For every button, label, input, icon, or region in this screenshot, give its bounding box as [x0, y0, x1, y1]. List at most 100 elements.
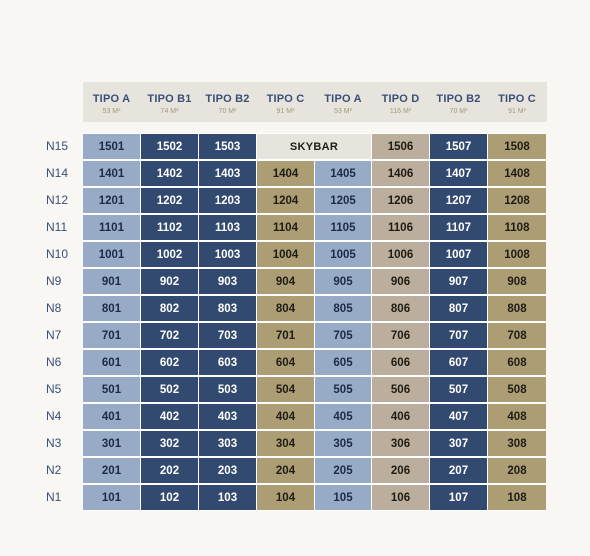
- unit-cell[interactable]: 1401: [83, 161, 140, 186]
- unit-cell[interactable]: 1406: [372, 161, 429, 186]
- unit-cell[interactable]: 1008: [488, 242, 546, 267]
- unit-cell[interactable]: 1204: [257, 188, 314, 213]
- unit-cell[interactable]: 702: [141, 323, 198, 348]
- unit-cell[interactable]: 901: [83, 269, 140, 294]
- unit-cell[interactable]: 303: [199, 431, 256, 456]
- unit-cell[interactable]: 1408: [488, 161, 546, 186]
- unit-cell[interactable]: 701: [257, 323, 314, 348]
- unit-cell[interactable]: 1007: [430, 242, 487, 267]
- unit-cell[interactable]: 305: [315, 431, 371, 456]
- unit-cell[interactable]: 1501: [83, 134, 140, 159]
- unit-cell[interactable]: 304: [257, 431, 314, 456]
- unit-cell[interactable]: 705: [315, 323, 371, 348]
- unit-cell[interactable]: 706: [372, 323, 429, 348]
- unit-cell[interactable]: 1203: [199, 188, 256, 213]
- unit-cell[interactable]: 408: [488, 404, 546, 429]
- unit-cell[interactable]: 805: [315, 296, 371, 321]
- unit-cell[interactable]: 502: [141, 377, 198, 402]
- unit-cell[interactable]: 1105: [315, 215, 371, 240]
- unit-cell[interactable]: 904: [257, 269, 314, 294]
- unit-cell[interactable]: 301: [83, 431, 140, 456]
- unit-cell[interactable]: 1004: [257, 242, 314, 267]
- unit-cell[interactable]: 1102: [141, 215, 198, 240]
- unit-cell[interactable]: 801: [83, 296, 140, 321]
- unit-cell[interactable]: 1407: [430, 161, 487, 186]
- unit-cell[interactable]: 602: [141, 350, 198, 375]
- unit-cell[interactable]: 108: [488, 485, 546, 510]
- unit-cell[interactable]: 603: [199, 350, 256, 375]
- unit-cell[interactable]: 905: [315, 269, 371, 294]
- unit-cell[interactable]: 608: [488, 350, 546, 375]
- unit-cell[interactable]: 908: [488, 269, 546, 294]
- unit-cell[interactable]: 1201: [83, 188, 140, 213]
- unit-cell[interactable]: 1508: [488, 134, 546, 159]
- unit-cell[interactable]: 1502: [141, 134, 198, 159]
- unit-cell[interactable]: 103: [199, 485, 256, 510]
- unit-cell[interactable]: 1207: [430, 188, 487, 213]
- unit-cell[interactable]: 1006: [372, 242, 429, 267]
- unit-cell[interactable]: 1208: [488, 188, 546, 213]
- unit-cell[interactable]: 803: [199, 296, 256, 321]
- unit-cell[interactable]: 104: [257, 485, 314, 510]
- unit-cell[interactable]: 107: [430, 485, 487, 510]
- unit-cell[interactable]: 205: [315, 458, 371, 483]
- unit-cell[interactable]: 402: [141, 404, 198, 429]
- unit-cell[interactable]: 505: [315, 377, 371, 402]
- unit-cell[interactable]: 903: [199, 269, 256, 294]
- unit-cell[interactable]: 1101: [83, 215, 140, 240]
- unit-cell[interactable]: 101: [83, 485, 140, 510]
- unit-cell[interactable]: 501: [83, 377, 140, 402]
- unit-cell[interactable]: 203: [199, 458, 256, 483]
- unit-cell[interactable]: 404: [257, 404, 314, 429]
- unit-cell[interactable]: 1103: [199, 215, 256, 240]
- unit-cell[interactable]: 1202: [141, 188, 198, 213]
- unit-cell[interactable]: 607: [430, 350, 487, 375]
- unit-cell[interactable]: 906: [372, 269, 429, 294]
- unit-cell[interactable]: 1507: [430, 134, 487, 159]
- unit-cell[interactable]: 1104: [257, 215, 314, 240]
- unit-cell[interactable]: 1001: [83, 242, 140, 267]
- unit-cell[interactable]: 506: [372, 377, 429, 402]
- unit-cell[interactable]: 807: [430, 296, 487, 321]
- unit-cell[interactable]: 1403: [199, 161, 256, 186]
- unit-cell[interactable]: 207: [430, 458, 487, 483]
- unit-cell[interactable]: 308: [488, 431, 546, 456]
- unit-cell[interactable]: 208: [488, 458, 546, 483]
- unit-cell[interactable]: 1108: [488, 215, 546, 240]
- unit-cell[interactable]: 605: [315, 350, 371, 375]
- unit-cell[interactable]: 503: [199, 377, 256, 402]
- unit-cell[interactable]: 403: [199, 404, 256, 429]
- unit-cell[interactable]: 102: [141, 485, 198, 510]
- unit-cell[interactable]: 1003: [199, 242, 256, 267]
- unit-cell[interactable]: 201: [83, 458, 140, 483]
- unit-cell[interactable]: 307: [430, 431, 487, 456]
- unit-cell[interactable]: 1206: [372, 188, 429, 213]
- unit-cell[interactable]: 206: [372, 458, 429, 483]
- unit-cell[interactable]: 804: [257, 296, 314, 321]
- unit-cell[interactable]: 802: [141, 296, 198, 321]
- unit-cell[interactable]: 1405: [315, 161, 371, 186]
- unit-cell[interactable]: 1404: [257, 161, 314, 186]
- unit-cell[interactable]: 1107: [430, 215, 487, 240]
- unit-cell[interactable]: 1002: [141, 242, 198, 267]
- unit-cell[interactable]: 708: [488, 323, 546, 348]
- unit-cell[interactable]: 604: [257, 350, 314, 375]
- unit-cell[interactable]: 407: [430, 404, 487, 429]
- unit-cell[interactable]: 1506: [372, 134, 429, 159]
- unit-cell[interactable]: 105: [315, 485, 371, 510]
- unit-cell[interactable]: 401: [83, 404, 140, 429]
- unit-cell[interactable]: 302: [141, 431, 198, 456]
- unit-cell[interactable]: 202: [141, 458, 198, 483]
- unit-cell[interactable]: 806: [372, 296, 429, 321]
- unit-cell[interactable]: 504: [257, 377, 314, 402]
- unit-cell[interactable]: 405: [315, 404, 371, 429]
- unit-cell[interactable]: 601: [83, 350, 140, 375]
- unit-cell[interactable]: 1005: [315, 242, 371, 267]
- unit-cell[interactable]: 106: [372, 485, 429, 510]
- unit-cell[interactable]: 1402: [141, 161, 198, 186]
- unit-cell[interactable]: 1106: [372, 215, 429, 240]
- unit-cell[interactable]: 306: [372, 431, 429, 456]
- unit-cell[interactable]: 508: [488, 377, 546, 402]
- unit-cell[interactable]: 1503: [199, 134, 256, 159]
- unit-cell[interactable]: 902: [141, 269, 198, 294]
